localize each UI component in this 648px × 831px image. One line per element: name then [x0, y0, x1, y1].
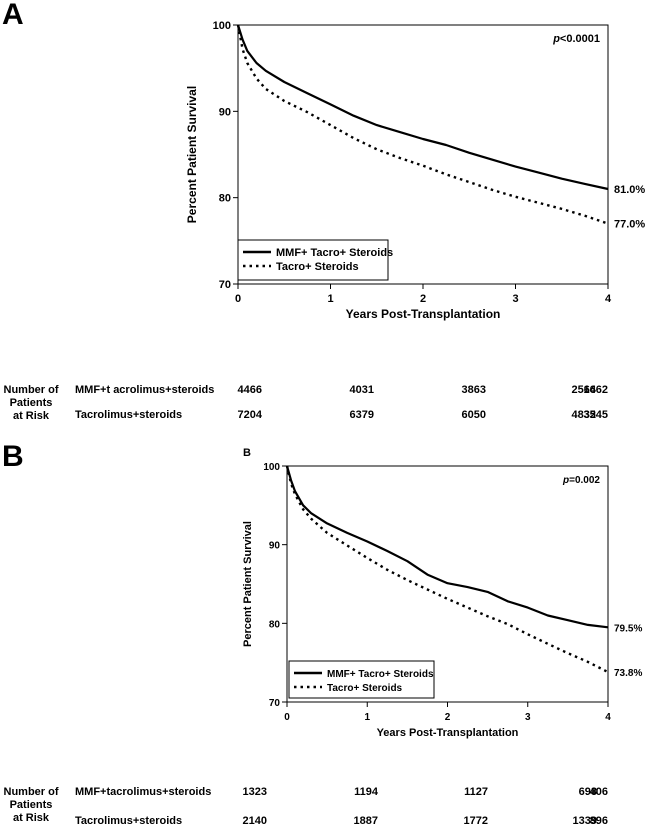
risk-value: 2140 — [242, 815, 267, 827]
risk-header-b: Number of Patients at Risk — [0, 786, 62, 825]
x-tick-label: 4 — [605, 712, 611, 723]
x-tick-label: 2 — [420, 293, 426, 305]
legend-entry: Tacro+ Steroids — [276, 261, 359, 273]
risk-header-line: Patients — [9, 397, 53, 409]
risk-value: 4832 — [571, 409, 596, 421]
risk-row-label: Tacrolimus+steroids — [75, 815, 183, 827]
risk-header-line: Number of — [3, 786, 59, 798]
risk-header-line: Patients — [9, 799, 53, 811]
y-tick-label: 70 — [219, 279, 231, 291]
risk-value: 1662 — [583, 384, 608, 396]
legend-entry: MMF+ Tacro+ Steroids — [276, 247, 393, 259]
y-axis-label: Percent Patient Survival — [185, 86, 199, 223]
y-tick-label: 80 — [219, 193, 231, 205]
end-value-label: 81.0% — [614, 184, 645, 196]
legend-box — [237, 239, 389, 281]
y-tick-label: 90 — [219, 106, 231, 118]
x-tick-label: 1 — [364, 712, 370, 723]
risk-row-label: MMF+t acrolimus+steroids — [75, 384, 215, 396]
chart-panel-b: 0 1 2 3 4 70 80 90 100 Years Post-Transplantation… — [242, 462, 642, 739]
y-tick-label: 80 — [269, 619, 281, 630]
series-line-mmf-tacro-steroids — [236, 24, 609, 191]
p-value-label: p<0.0001 — [552, 33, 600, 45]
risk-value: 3545 — [583, 409, 608, 421]
risk-value: 6050 — [461, 409, 486, 421]
x-tick-label: 3 — [525, 712, 531, 723]
panel-letter-a: A — [2, 0, 24, 31]
y-tick-label: 100 — [213, 20, 231, 32]
risk-row-label: Tacrolimus+steroids — [75, 409, 183, 421]
risk-value: 6379 — [349, 409, 374, 421]
panel-letter-b: B — [2, 440, 24, 473]
risk-header-line: Number of — [3, 384, 59, 396]
risk-value: 4031 — [349, 384, 374, 396]
x-tick-label: 2 — [445, 712, 451, 723]
risk-value: 406 — [589, 786, 608, 798]
x-tick-label: 0 — [284, 712, 290, 723]
x-axis-label: Years Post-Transplantation — [377, 727, 519, 739]
legend-box — [288, 660, 435, 699]
legend-entry: Tacro+ Steroids — [327, 683, 403, 694]
risk-value: 896 — [589, 815, 608, 827]
legend-entry: MMF+ Tacro+ Steroids — [327, 669, 434, 680]
risk-value: 1772 — [463, 815, 488, 827]
risk-value: 1323 — [242, 786, 267, 798]
risk-value: 7204 — [237, 409, 262, 421]
risk-value: 2564 — [571, 384, 596, 396]
y-axis-label: Percent Patient Survival — [242, 521, 254, 647]
risk-header-line: at Risk — [12, 812, 50, 824]
x-tick-label: 3 — [512, 293, 518, 305]
y-tick-label: 100 — [263, 462, 280, 473]
risk-header-a: Number of Patients at Risk — [0, 384, 62, 423]
risk-value: 698 — [578, 786, 597, 798]
p-value-label: p=0.002 — [562, 475, 600, 486]
chart-panel-a: 0 1 2 3 4 70 80 90 100 Years Post-Transplantation… — [185, 20, 645, 321]
risk-header-line: at Risk — [12, 410, 50, 422]
risk-value: 1339 — [572, 815, 597, 827]
risk-value: 1887 — [353, 815, 378, 827]
risk-value: 3863 — [461, 384, 486, 396]
panel-b-sublabel: B — [243, 447, 251, 459]
risk-row-label: MMF+tacrolimus+steroids — [75, 786, 212, 798]
x-axis-label: Years Post-Transplantation — [346, 307, 501, 321]
y-tick-label: 90 — [269, 541, 281, 552]
series-line-mmf-tacro-steroids — [285, 465, 609, 629]
series-line-tacro-steroids — [236, 24, 609, 225]
end-value-label: 79.5% — [614, 623, 642, 634]
y-tick-label: 70 — [269, 698, 281, 709]
risk-value: 1194 — [354, 786, 378, 798]
risk-value: 1127 — [464, 786, 488, 798]
x-tick-label: 4 — [605, 293, 612, 305]
series-line-tacro-steroids — [285, 465, 609, 674]
end-value-label: 77.0% — [614, 219, 645, 231]
end-value-label: 73.8% — [614, 668, 642, 679]
x-tick-label: 1 — [327, 293, 333, 305]
x-tick-label: 0 — [235, 293, 241, 305]
risk-value: 4466 — [237, 384, 262, 396]
